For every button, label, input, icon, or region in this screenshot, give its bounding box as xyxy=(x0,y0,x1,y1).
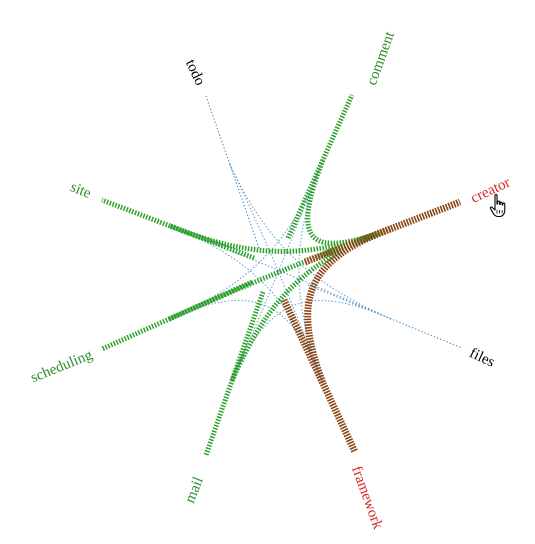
link-todo-framework[interactable] xyxy=(229,164,324,384)
axis-label-files[interactable]: files xyxy=(467,345,497,370)
axis-site[interactable] xyxy=(101,197,255,261)
labels-layer: todo comment creator files framework mail sche… xyxy=(29,29,513,532)
axis-todo[interactable] xyxy=(205,95,260,249)
axis-label-site[interactable]: site xyxy=(68,179,94,202)
axis-label-todo[interactable]: todo xyxy=(182,57,208,88)
axis-label-mail[interactable]: mail xyxy=(182,475,207,506)
link-creator-framework[interactable] xyxy=(304,225,392,385)
axes-layer xyxy=(100,93,463,456)
axis-files[interactable] xyxy=(307,284,463,349)
link-creator-scheduling[interactable] xyxy=(168,226,392,322)
link-comment-scheduling[interactable] xyxy=(169,159,324,320)
link-todo-files[interactable] xyxy=(229,164,393,321)
axis-label-framework[interactable]: framework xyxy=(348,464,386,532)
link-scheduling-framework[interactable] xyxy=(169,299,324,384)
axis-label-comment[interactable]: comment xyxy=(364,29,398,88)
link-site-framework[interactable] xyxy=(170,225,324,384)
axis-label-creator[interactable]: creator xyxy=(468,175,513,207)
links-layer xyxy=(168,158,393,385)
axis-creator[interactable] xyxy=(303,198,462,266)
axis-scheduling[interactable] xyxy=(100,279,254,352)
axis-comment[interactable] xyxy=(285,93,355,240)
axis-label-scheduling[interactable]: scheduling xyxy=(29,347,96,386)
